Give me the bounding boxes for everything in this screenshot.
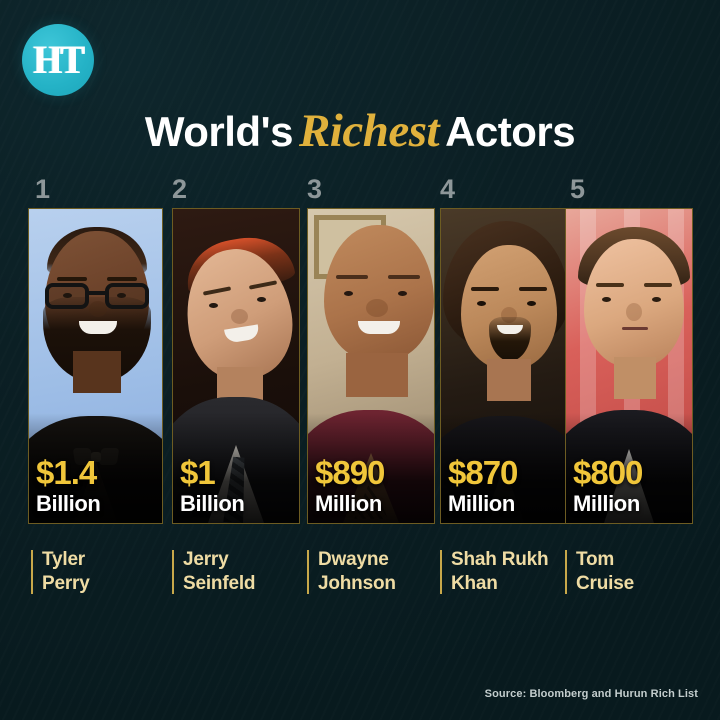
amount-unit-1: Billion	[36, 491, 101, 516]
actor-name-line-1: Tom	[576, 549, 615, 570]
title-part-two: Actors	[445, 108, 576, 155]
actor-card-2[interactable]: $1 Billion	[172, 208, 300, 524]
rank-number-1: 1	[35, 174, 51, 204]
amount-unit-5: Million	[573, 491, 640, 516]
name-accent-bar	[31, 550, 33, 594]
title-part-one: World's	[144, 108, 294, 155]
source-attribution: Source: Bloomberg and Hurun Rich List	[484, 688, 698, 700]
actor-name-line-1: Dwayne	[318, 549, 389, 570]
actor-name-3: Dwayne Johnson	[307, 548, 396, 596]
actor-name-1: Tyler Perry	[31, 548, 90, 596]
actor-name-5: Tom Cruise	[565, 548, 634, 596]
actor-card-5[interactable]: $800 Million	[565, 208, 693, 524]
actor-name-line-1: Shah Rukh	[451, 549, 549, 570]
photo-scrim	[173, 413, 299, 523]
logo-text: HT	[33, 37, 84, 82]
rank-number-4: 4	[440, 174, 456, 204]
name-accent-bar	[172, 550, 174, 594]
name-accent-bar	[565, 550, 567, 594]
actor-name-line-1: Jerry	[183, 549, 229, 570]
hindustan-times-logo: HT	[22, 24, 94, 96]
actor-card-1[interactable]: $1.4 Billion	[28, 208, 163, 524]
photo-scrim	[566, 413, 692, 523]
amount-value-2: $1	[180, 454, 216, 491]
title-highlight: Richest	[298, 105, 440, 157]
actor-name-line-2: Khan	[451, 573, 498, 594]
actor-card-3[interactable]: $890 Million	[307, 208, 435, 524]
amount-value-1: $1.4	[36, 454, 97, 491]
photo-scrim	[441, 413, 567, 523]
actor-name-line-2: Perry	[42, 573, 90, 594]
actor-name-4: Shah Rukh Khan	[440, 548, 549, 596]
name-accent-bar	[307, 550, 309, 594]
rank-number-5: 5	[570, 174, 586, 204]
actor-name-line-2: Seinfeld	[183, 573, 256, 594]
photo-scrim	[29, 413, 162, 523]
amount-value-4: $870	[448, 454, 518, 491]
page-title: World's Richest Actors	[0, 108, 720, 155]
photo-scrim	[308, 413, 434, 523]
amount-value-3: $890	[315, 454, 385, 491]
actor-name-line-2: Cruise	[576, 573, 634, 594]
amount-unit-3: Million	[315, 491, 382, 516]
amount-unit-4: Million	[448, 491, 515, 516]
actor-card-4[interactable]: $870 Million	[440, 208, 568, 524]
actor-name-line-2: Johnson	[318, 573, 396, 594]
amount-unit-2: Billion	[180, 491, 245, 516]
rank-number-3: 3	[307, 174, 323, 204]
rank-number-2: 2	[172, 174, 188, 204]
actor-name-line-1: Tyler	[42, 549, 86, 570]
name-accent-bar	[440, 550, 442, 594]
actor-name-2: Jerry Seinfeld	[172, 548, 256, 596]
amount-value-5: $800	[573, 454, 643, 491]
